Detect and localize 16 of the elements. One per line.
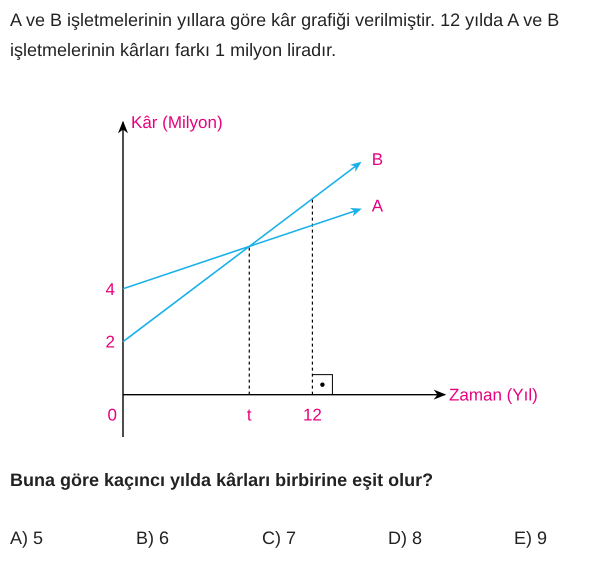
text: A) 5 [10,528,44,548]
x-tick-label: t [246,406,252,425]
chart-title: A ve B işletmelerinin yıllara göre kâr grafiği verilmiştir. 12 yılda A ve B işletmelerinin kârları farkı 1 milyon liradır. [10,10,560,60]
text: E) 9 [514,528,548,548]
y-tick-label: 4 [106,280,115,299]
x-tick-label: 0 [108,406,117,425]
y-axis-title: Kâr (Milyon) [131,113,223,132]
text: B) 6 [136,528,170,548]
series-label: B [372,150,384,170]
x-tick-label: 12 [302,406,322,425]
text: Buna göre kaçıncı yılda kârları birbirine eşit olur? [10,470,434,490]
series-label: A [372,196,384,216]
text: D) 8 [388,528,422,548]
text: C) 7 [262,528,296,548]
x-axis-title: Zaman (Yıl) [449,386,538,405]
y-tick-label: 2 [106,332,115,352]
